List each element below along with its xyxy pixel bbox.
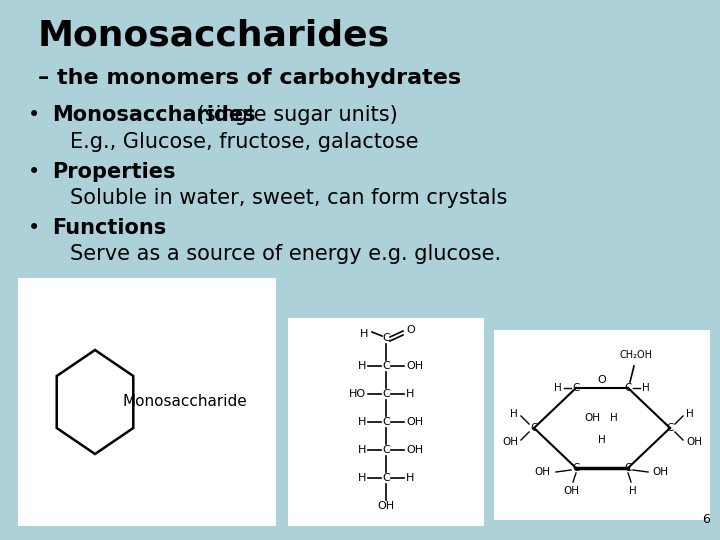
Text: OH: OH xyxy=(377,501,395,511)
Bar xyxy=(494,330,710,520)
Text: C: C xyxy=(382,333,390,343)
Text: Monosaccharides: Monosaccharides xyxy=(52,105,256,125)
Text: H: H xyxy=(686,409,694,419)
Text: H: H xyxy=(642,383,649,393)
Text: Properties: Properties xyxy=(52,162,176,182)
Text: •: • xyxy=(28,218,40,238)
Text: H: H xyxy=(610,413,618,423)
Text: HO: HO xyxy=(349,389,366,399)
Text: 6: 6 xyxy=(702,513,710,526)
Text: H: H xyxy=(358,445,366,455)
Text: H: H xyxy=(406,473,415,483)
Text: Serve as a source of energy e.g. glucose.: Serve as a source of energy e.g. glucose… xyxy=(70,244,501,264)
Text: OH: OH xyxy=(584,413,600,423)
Text: H: H xyxy=(406,389,415,399)
Text: •: • xyxy=(28,105,40,125)
Text: C: C xyxy=(624,383,631,393)
Text: C: C xyxy=(666,423,674,433)
Text: OH: OH xyxy=(406,361,423,371)
Text: OH: OH xyxy=(502,437,518,447)
Text: OH: OH xyxy=(686,437,702,447)
Text: C: C xyxy=(624,463,631,473)
Text: O: O xyxy=(598,375,606,385)
Text: Functions: Functions xyxy=(52,218,166,238)
Text: OH: OH xyxy=(406,445,423,455)
Text: Monosaccharide: Monosaccharide xyxy=(122,395,248,409)
Text: OH: OH xyxy=(652,467,668,477)
Text: C: C xyxy=(382,417,390,427)
Text: E.g., Glucose, fructose, galactose: E.g., Glucose, fructose, galactose xyxy=(70,132,418,152)
Bar xyxy=(18,278,276,526)
Text: Soluble in water, sweet, can form crystals: Soluble in water, sweet, can form crysta… xyxy=(70,188,508,208)
Text: C: C xyxy=(382,445,390,455)
Text: (single sugar units): (single sugar units) xyxy=(190,105,397,125)
Text: – the monomers of carbohydrates: – the monomers of carbohydrates xyxy=(38,68,461,88)
Text: O: O xyxy=(406,325,415,335)
Text: H: H xyxy=(510,409,518,419)
Text: C: C xyxy=(382,473,390,483)
Text: OH: OH xyxy=(534,467,550,477)
Text: H: H xyxy=(554,383,562,393)
Text: C: C xyxy=(382,389,390,399)
Text: H: H xyxy=(358,473,366,483)
Text: •: • xyxy=(28,162,40,182)
Text: CH₂OH: CH₂OH xyxy=(619,350,652,360)
Text: H: H xyxy=(598,435,606,445)
Text: C: C xyxy=(382,361,390,371)
Text: H: H xyxy=(358,417,366,427)
Text: H: H xyxy=(358,361,366,371)
Text: Monosaccharides: Monosaccharides xyxy=(38,18,390,52)
Text: C: C xyxy=(531,423,538,433)
Text: OH: OH xyxy=(563,486,579,496)
Text: H: H xyxy=(359,329,368,339)
Text: OH: OH xyxy=(406,417,423,427)
Text: H: H xyxy=(629,486,637,496)
Text: C: C xyxy=(572,463,580,473)
Text: C: C xyxy=(572,383,580,393)
Bar xyxy=(288,318,484,526)
